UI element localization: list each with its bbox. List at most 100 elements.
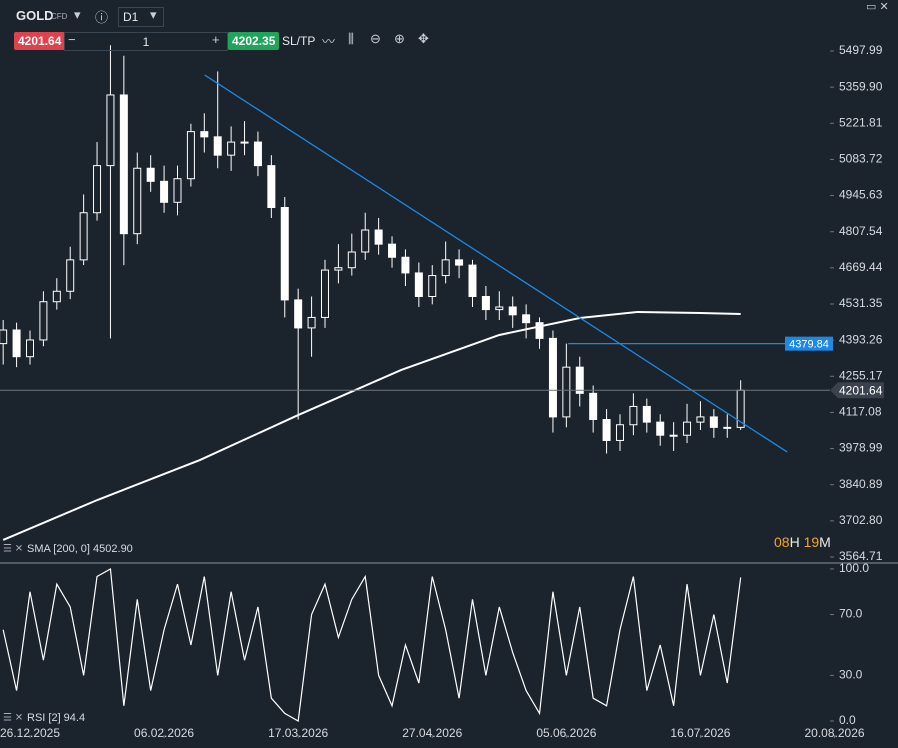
candle-tool[interactable]: ⫼ (348, 31, 354, 46)
candle-body (615, 424, 624, 441)
candle-body (548, 337, 557, 418)
buy-price[interactable]: 4202.35 (228, 32, 280, 50)
candle-body (227, 141, 236, 156)
candle-body (133, 167, 142, 235)
indicator-label: SMA [200, 0] 4502.90 (27, 543, 133, 555)
sl-tp[interactable]: SL/TP (282, 34, 316, 48)
trendline (204, 74, 788, 453)
current-price-bg (830, 382, 884, 399)
level-label-bg (785, 336, 833, 351)
candle-body (669, 434, 678, 437)
y-tick-label: 3840.89 (839, 477, 883, 491)
x-tick-label: 26.12.2025 (0, 726, 60, 740)
minus[interactable]: − (68, 32, 76, 47)
x-tick-label: 17.03.2026 (268, 726, 328, 740)
timeframe[interactable]: D1 (118, 7, 164, 27)
y-tick-label: 0.0 (839, 713, 856, 727)
dropdown[interactable]: ▾ (150, 7, 157, 22)
indicator-icon: ☰ ✕ (3, 713, 23, 724)
dropdown[interactable]: ▾ (74, 7, 81, 22)
y-tick-label: 5359.90 (839, 79, 883, 93)
level-label: 4379.84 (789, 339, 829, 351)
y-tick-label: 5497.99 (839, 43, 883, 57)
candle-body (294, 299, 303, 329)
y-tick-label: 5083.72 (839, 152, 883, 166)
info-icon[interactable]: ⓘ (95, 10, 109, 25)
candle-body (52, 290, 61, 303)
candle-body (280, 207, 289, 301)
candle-body (696, 416, 705, 423)
candle-body (361, 229, 370, 253)
y-tick-label: 4531.35 (839, 296, 883, 310)
current-price-label: 4201.64 (839, 383, 883, 397)
candle-body (79, 212, 88, 261)
candle-body (683, 421, 692, 436)
candle-body (173, 178, 182, 203)
countdown: 08H 19M (774, 533, 831, 551)
hours-unit: H (789, 534, 800, 550)
candle-body (160, 180, 169, 203)
candle-body (481, 296, 490, 311)
sell-price[interactable]: 4201.64 (14, 32, 66, 50)
candle-body (374, 229, 383, 245)
indicator-icon: ☰ ✕ (3, 544, 23, 555)
rsi-line (2, 567, 742, 722)
candle-body (388, 243, 397, 258)
candle-body (0, 329, 8, 345)
candle-body (508, 306, 517, 316)
plus[interactable]: + (212, 32, 220, 47)
candle-body (119, 94, 128, 235)
sma-line (2, 310, 741, 541)
x-tick-label: 16.07.2026 (670, 726, 730, 740)
candle-body (200, 131, 209, 138)
candle-body (106, 94, 115, 167)
candle-body (495, 306, 504, 311)
line-tool[interactable]: 〰 (322, 34, 336, 49)
candle-body (709, 416, 718, 428)
zoom-in[interactable]: ⊕ (394, 31, 405, 46)
move[interactable]: ✥ (418, 31, 429, 46)
y-tick-label: 70.0 (839, 607, 863, 621)
candle-body (320, 269, 329, 318)
candle-body (25, 339, 34, 358)
y-tick-label: 3978.99 (839, 441, 883, 455)
candle-body (575, 366, 584, 394)
candle-body (93, 165, 102, 214)
y-tick-label: 4117.08 (839, 405, 882, 419)
candle-body (347, 251, 356, 269)
candle-body (146, 167, 155, 182)
y-tick-label: 3564.71 (839, 549, 883, 563)
minutes: 19 (803, 534, 820, 550)
y-tick-label: 4393.26 (839, 332, 883, 346)
minutes-unit: M (819, 534, 831, 550)
window-controls[interactable]: ▭ ✕ (866, 1, 889, 13)
candle-body (39, 301, 48, 341)
y-tick-label: 4945.63 (839, 188, 883, 202)
candle-body (629, 405, 638, 426)
candle-body (602, 419, 611, 441)
x-tick-label: 05.06.2026 (536, 726, 596, 740)
candle-body (414, 272, 423, 298)
candle-body (656, 421, 665, 436)
candle-body (535, 322, 544, 339)
x-tick-label: 06.02.2026 (134, 726, 194, 740)
candle-body (562, 366, 571, 418)
quantity-input[interactable]: 1 (64, 32, 228, 51)
candle-body (468, 264, 477, 298)
candle-body (642, 405, 651, 423)
y-tick-label: 3702.80 (839, 513, 883, 527)
candle-body (428, 275, 437, 298)
y-tick-label: 4255.17 (839, 368, 883, 382)
zoom-out[interactable]: ⊖ (370, 31, 381, 46)
y-tick-label: 5221.81 (839, 115, 883, 129)
candle-body (522, 314, 531, 324)
symbol[interactable]: GOLD (16, 8, 54, 23)
candle-body (253, 141, 262, 167)
y-tick-label: 4807.54 (839, 224, 883, 238)
candle-body (401, 256, 410, 274)
y-tick-label: 100.0 (839, 561, 869, 575)
y-tick-label: 4669.44 (839, 260, 883, 274)
x-tick-label: 20.08.2026 (804, 726, 864, 740)
